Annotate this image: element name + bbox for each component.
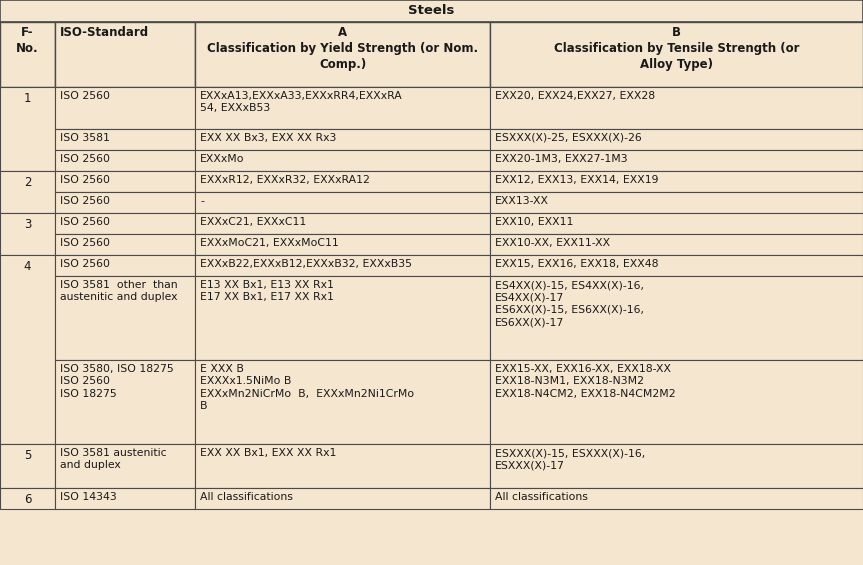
Bar <box>195 213 490 234</box>
Bar <box>55 276 195 360</box>
Bar <box>55 360 195 444</box>
Bar <box>0 22 55 87</box>
Bar <box>490 276 863 360</box>
Text: ISO 2560: ISO 2560 <box>60 238 110 248</box>
Text: EXXxC21, EXXxC11: EXXxC21, EXXxC11 <box>200 217 306 227</box>
Text: 6: 6 <box>24 493 31 506</box>
Bar <box>55 150 195 171</box>
Bar <box>195 488 490 509</box>
Bar <box>0 255 55 444</box>
Bar <box>55 444 195 488</box>
Bar <box>490 87 863 129</box>
Bar <box>490 192 863 213</box>
Bar <box>195 22 490 87</box>
Text: F-
No.: F- No. <box>16 26 39 55</box>
Text: EXXxB22,EXXxB12,EXXxB32, EXXxB35: EXXxB22,EXXxB12,EXXxB32, EXXxB35 <box>200 259 412 269</box>
Text: EXX20, EXX24,EXX27, EXX28: EXX20, EXX24,EXX27, EXX28 <box>495 91 655 101</box>
Text: EXX10, EXX11: EXX10, EXX11 <box>495 217 573 227</box>
Text: 2: 2 <box>24 176 31 189</box>
Bar <box>490 22 863 87</box>
Text: ES4XX(X)-15, ES4XX(X)-16,
ES4XX(X)-17
ES6XX(X)-15, ES6XX(X)-16,
ES6XX(X)-17: ES4XX(X)-15, ES4XX(X)-16, ES4XX(X)-17 ES… <box>495 280 644 327</box>
Bar <box>195 255 490 276</box>
Bar <box>55 87 195 129</box>
Text: ESXXX(X)-15, ESXXX(X)-16,
ESXXX(X)-17: ESXXX(X)-15, ESXXX(X)-16, ESXXX(X)-17 <box>495 448 646 471</box>
Bar <box>490 150 863 171</box>
Bar <box>55 234 195 255</box>
Text: ISO 2560: ISO 2560 <box>60 154 110 164</box>
Text: ISO 2560: ISO 2560 <box>60 217 110 227</box>
Text: ISO 3581 austenitic
and duplex: ISO 3581 austenitic and duplex <box>60 448 167 471</box>
Text: ISO-Standard: ISO-Standard <box>60 26 149 39</box>
Bar <box>195 129 490 150</box>
Bar <box>195 171 490 192</box>
Text: 4: 4 <box>24 260 31 273</box>
Text: EXX12, EXX13, EXX14, EXX19: EXX12, EXX13, EXX14, EXX19 <box>495 175 658 185</box>
Text: All classifications: All classifications <box>495 492 588 502</box>
Text: EXX13-XX: EXX13-XX <box>495 196 549 206</box>
Bar <box>0 488 55 509</box>
Text: ISO 2560: ISO 2560 <box>60 91 110 101</box>
Bar <box>490 234 863 255</box>
Bar <box>195 360 490 444</box>
Text: EXX10-XX, EXX11-XX: EXX10-XX, EXX11-XX <box>495 238 610 248</box>
Bar <box>490 129 863 150</box>
Text: EXXxR12, EXXxR32, EXXxRA12: EXXxR12, EXXxR32, EXXxRA12 <box>200 175 370 185</box>
Text: EXX XX Bx3, EXX XX Rx3: EXX XX Bx3, EXX XX Rx3 <box>200 133 337 143</box>
Text: EXX20-1M3, EXX27-1M3: EXX20-1M3, EXX27-1M3 <box>495 154 627 164</box>
Text: ISO 2560: ISO 2560 <box>60 175 110 185</box>
Bar <box>55 22 195 87</box>
Text: EXX15-XX, EXX16-XX, EXX18-XX
EXX18-N3M1, EXX18-N3M2
EXX18-N4CM2, EXX18-N4CM2M2: EXX15-XX, EXX16-XX, EXX18-XX EXX18-N3M1,… <box>495 364 676 399</box>
Text: ISO 2560: ISO 2560 <box>60 196 110 206</box>
Bar <box>195 192 490 213</box>
Text: All classifications: All classifications <box>200 492 293 502</box>
Text: EXX XX Bx1, EXX XX Rx1: EXX XX Bx1, EXX XX Rx1 <box>200 448 337 458</box>
Bar <box>0 444 55 488</box>
Text: EXX15, EXX16, EXX18, EXX48: EXX15, EXX16, EXX18, EXX48 <box>495 259 658 269</box>
Bar <box>55 255 195 276</box>
Text: ISO 14343: ISO 14343 <box>60 492 117 502</box>
Bar <box>490 360 863 444</box>
Bar <box>55 171 195 192</box>
Bar <box>490 444 863 488</box>
Text: EXXxA13,EXXxA33,EXXxRR4,EXXxRA
54, EXXxB53: EXXxA13,EXXxA33,EXXxRR4,EXXxRA 54, EXXxB… <box>200 91 403 114</box>
Bar <box>490 171 863 192</box>
Bar <box>55 192 195 213</box>
Bar <box>195 150 490 171</box>
Bar <box>490 255 863 276</box>
Text: EXXxMoC21, EXXxMoC11: EXXxMoC21, EXXxMoC11 <box>200 238 339 248</box>
Text: ISO 3580, ISO 18275
ISO 2560
ISO 18275: ISO 3580, ISO 18275 ISO 2560 ISO 18275 <box>60 364 173 399</box>
Text: ISO 3581  other  than
austenitic and duplex: ISO 3581 other than austenitic and duple… <box>60 280 178 302</box>
Bar <box>0 171 55 213</box>
Text: A
Classification by Yield Strength (or Nom.
Comp.): A Classification by Yield Strength (or N… <box>207 26 478 71</box>
Bar <box>0 213 55 255</box>
Bar <box>55 488 195 509</box>
Text: -: - <box>200 196 204 206</box>
Text: 5: 5 <box>24 449 31 462</box>
Text: Steels: Steels <box>408 5 455 18</box>
Bar <box>55 213 195 234</box>
Bar <box>0 0 863 22</box>
Bar <box>0 87 55 171</box>
Text: EXXxMo: EXXxMo <box>200 154 244 164</box>
Text: ESXXX(X)-25, ESXXX(X)-26: ESXXX(X)-25, ESXXX(X)-26 <box>495 133 642 143</box>
Bar <box>195 444 490 488</box>
Bar <box>490 213 863 234</box>
Text: ISO 3581: ISO 3581 <box>60 133 110 143</box>
Bar <box>195 234 490 255</box>
Text: 1: 1 <box>24 92 31 105</box>
Bar <box>490 488 863 509</box>
Text: E XXX B
EXXXx1.5NiMo B
EXXxMn2NiCrMo  B,  EXXxMn2Ni1CrMo
B: E XXX B EXXXx1.5NiMo B EXXxMn2NiCrMo B, … <box>200 364 414 411</box>
Text: E13 XX Bx1, E13 XX Rx1
E17 XX Bx1, E17 XX Rx1: E13 XX Bx1, E13 XX Rx1 E17 XX Bx1, E17 X… <box>200 280 334 302</box>
Text: B
Classification by Tensile Strength (or
Alloy Type): B Classification by Tensile Strength (or… <box>554 26 799 71</box>
Text: ISO 2560: ISO 2560 <box>60 259 110 269</box>
Bar <box>55 129 195 150</box>
Text: 3: 3 <box>24 218 31 231</box>
Bar <box>195 87 490 129</box>
Bar <box>195 276 490 360</box>
